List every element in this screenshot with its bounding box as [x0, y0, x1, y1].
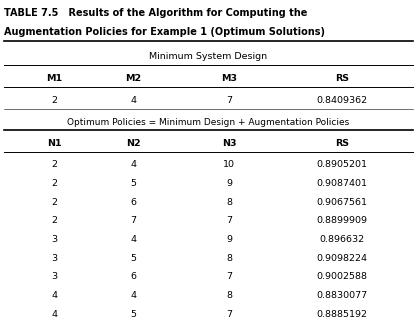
- Text: 8: 8: [226, 198, 232, 207]
- Text: 2: 2: [51, 198, 57, 207]
- Text: 4: 4: [131, 235, 136, 244]
- Text: 0.9098224: 0.9098224: [317, 254, 367, 263]
- Text: 10: 10: [224, 160, 235, 169]
- Text: 7: 7: [226, 310, 232, 319]
- Text: TABLE 7.5   Results of the Algorithm for Computing the: TABLE 7.5 Results of the Algorithm for C…: [4, 8, 308, 18]
- Text: 5: 5: [131, 310, 136, 319]
- Text: 5: 5: [131, 179, 136, 188]
- Text: 8: 8: [226, 254, 232, 263]
- Text: 0.8899909: 0.8899909: [317, 216, 367, 225]
- Text: 0.9067561: 0.9067561: [317, 198, 367, 207]
- Text: 5: 5: [131, 254, 136, 263]
- Text: N1: N1: [47, 139, 62, 148]
- Text: 2: 2: [51, 160, 57, 169]
- Text: 7: 7: [131, 216, 136, 225]
- Text: Augmentation Policies for Example 1 (Optimum Solutions): Augmentation Policies for Example 1 (Opt…: [4, 27, 325, 37]
- Text: 0.9087401: 0.9087401: [317, 179, 367, 188]
- Text: 4: 4: [131, 291, 136, 300]
- Text: 3: 3: [51, 235, 57, 244]
- Text: 4: 4: [131, 160, 136, 169]
- Text: M3: M3: [221, 74, 237, 83]
- Text: 2: 2: [51, 96, 57, 105]
- Text: 0.8830077: 0.8830077: [317, 291, 367, 300]
- Text: 7: 7: [226, 216, 232, 225]
- Text: 7: 7: [226, 272, 232, 281]
- Text: 0.8905201: 0.8905201: [317, 160, 367, 169]
- Text: N2: N2: [126, 139, 141, 148]
- Text: 2: 2: [51, 216, 57, 225]
- Text: 3: 3: [51, 254, 57, 263]
- Text: 0.9002588: 0.9002588: [317, 272, 367, 281]
- Text: 6: 6: [131, 272, 136, 281]
- Text: 3: 3: [51, 272, 57, 281]
- Text: 0.896632: 0.896632: [319, 235, 364, 244]
- Text: 7: 7: [226, 96, 232, 105]
- Text: RS: RS: [335, 139, 349, 148]
- Text: 6: 6: [131, 198, 136, 207]
- Text: 0.8409362: 0.8409362: [317, 96, 367, 105]
- Text: 0.8885192: 0.8885192: [317, 310, 367, 319]
- Text: 9: 9: [226, 235, 232, 244]
- Text: 4: 4: [51, 291, 57, 300]
- Text: M1: M1: [46, 74, 62, 83]
- Text: 9: 9: [226, 179, 232, 188]
- Text: 8: 8: [226, 291, 232, 300]
- Text: 4: 4: [131, 96, 136, 105]
- Text: 4: 4: [51, 310, 57, 319]
- Text: Minimum System Design: Minimum System Design: [149, 52, 268, 61]
- Text: Optimum Policies = Minimum Design + Augmentation Policies: Optimum Policies = Minimum Design + Augm…: [68, 118, 349, 127]
- Text: N3: N3: [222, 139, 236, 148]
- Text: 2: 2: [51, 179, 57, 188]
- Text: M2: M2: [126, 74, 141, 83]
- Text: RS: RS: [335, 74, 349, 83]
